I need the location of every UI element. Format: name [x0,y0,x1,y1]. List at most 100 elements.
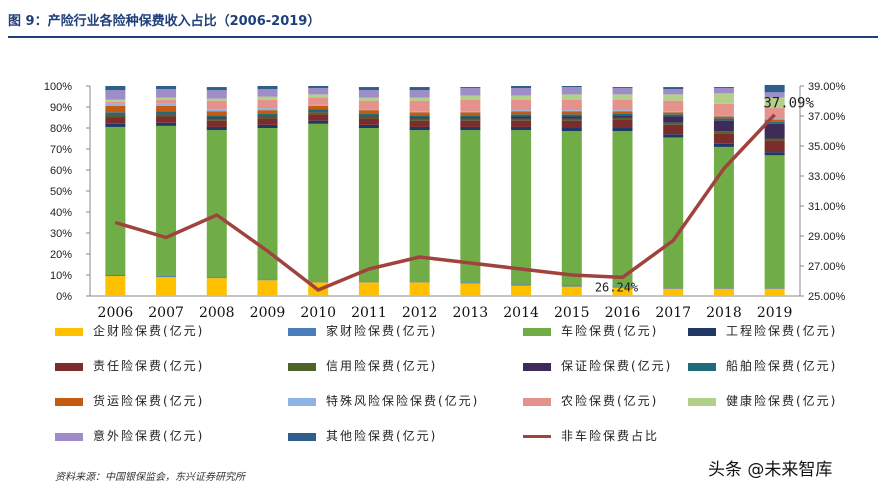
bar-segment [511,285,532,296]
bar-segment [561,110,582,112]
legend-label: 健康险保费(亿元) [726,394,838,408]
bar-segment [409,118,430,121]
bar-segment [612,88,633,95]
bar-segment [105,123,126,127]
bar-segment [206,118,227,121]
bar-segment [713,87,734,89]
bar-segment [409,117,430,119]
bar-segment [206,126,227,131]
bar-segment [561,285,582,287]
bar-segment [105,105,126,113]
bar-segment [308,111,329,113]
bar-segment [105,115,126,118]
x-tick-label: 2011 [351,305,387,321]
bar-segment [511,88,532,96]
bar-segment [764,152,785,156]
bar-segment [713,288,734,296]
bar-segment [156,276,177,278]
bar-segment [358,124,379,128]
bar-segment [308,86,329,89]
bar-segment [561,118,582,121]
bar-segment [105,117,126,124]
legend-item: 责任险保费(亿元) [55,357,204,373]
x-tick-label: 2006 [98,305,134,321]
bar-segment [612,128,633,132]
bar-segment [764,138,785,141]
bar-segment [257,110,278,114]
bar-segment [713,131,734,134]
bar-segment [460,117,481,119]
legend-swatch [288,327,316,336]
bar-segment [156,277,177,296]
legend-label: 家财险保费(亿元) [326,324,438,338]
left-tick-label: 30% [50,228,72,240]
bar-segment [460,283,481,296]
bar-segment [257,96,278,100]
bar-segment [308,97,329,105]
legend-swatch [523,397,551,406]
legend-item: 健康险保费(亿元) [688,392,838,408]
bar-segment [460,115,481,118]
bar-segment [156,105,177,112]
legend-swatch [288,432,316,441]
bar-segment [612,113,633,116]
bar-segment [257,279,278,281]
bar-segment [713,118,734,121]
bar-segment [713,116,734,119]
legend-swatch [523,435,551,438]
bar-segment [358,116,379,119]
bar-segment [460,112,481,116]
legend-label: 车险保费(亿元) [561,324,659,338]
x-tick-label: 2017 [655,305,691,321]
bar-segment [713,143,734,147]
bar-segment [206,90,227,99]
bar-segment [409,282,430,296]
non-auto-share-line [114,113,776,292]
bar-segment [156,114,177,117]
bar-segment [308,105,329,110]
bar-segment [460,88,481,96]
bar-segment [764,108,785,119]
legend-item: 家财险保费(亿元) [288,322,438,338]
bar-segment [206,109,227,112]
bar-segment [561,131,582,286]
bar-segment [206,87,227,91]
legend-label: 保证险保费(亿元) [561,359,673,373]
legend-swatch [288,397,316,406]
legend-label: 非车险保费占比 [561,429,660,443]
bar-segment [511,95,532,100]
bar-segment [308,88,329,95]
watermark: 头条 @未来智库 [708,460,833,480]
bar-segment [206,120,227,127]
bar-segment [105,126,126,275]
bar-segment [308,104,329,106]
bar-segment [764,155,785,288]
bar-segment [206,100,227,110]
x-tick-label: 2019 [757,305,793,321]
bar-segment [713,88,734,94]
x-tick-label: 2016 [605,305,641,321]
left-tick-label: 50% [50,186,72,198]
bar-segment [713,146,734,288]
bar-segment [612,99,633,111]
legend-item: 车险保费(亿元) [523,322,659,338]
x-tick-label: 2007 [148,305,184,321]
bar-segment [460,95,481,100]
bar-segment [612,131,633,287]
bar-segment [358,100,379,110]
bar-segment [460,118,481,121]
bar-segment [511,130,532,285]
bar-segment [156,103,177,106]
left-tick-label: 80% [50,123,72,135]
bar-segment [308,120,329,124]
figure-title: 图 9：产险行业各险种保费收入占比（2006-2019） [8,14,321,29]
bar-segment [308,94,329,98]
bar-segment [206,277,227,279]
legend-label: 其他险保费(亿元) [326,429,438,443]
legend-label: 特殊风险保险保费(亿元) [326,394,480,408]
bar-segment [511,120,532,127]
legend-item: 企财险保费(亿元) [55,322,204,338]
right-tick-label: 29.00% [808,231,846,243]
bar-segment [612,287,633,296]
bar-segment [511,111,532,115]
